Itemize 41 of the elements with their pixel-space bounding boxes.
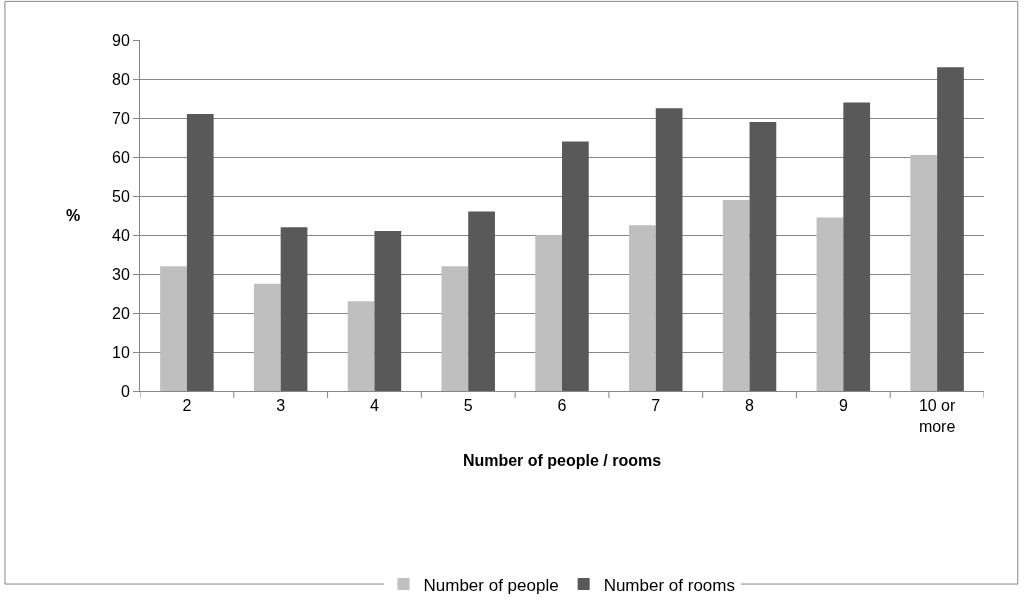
y-tick-label: 10 (112, 343, 130, 361)
bar (374, 231, 402, 391)
bar (186, 114, 214, 391)
y-tick-label: 0 (120, 382, 130, 400)
y-tick-label: 90 (112, 31, 130, 49)
y-tick-label: 60 (112, 148, 130, 166)
bar (749, 121, 777, 391)
bar (253, 283, 281, 391)
bar (722, 199, 750, 391)
x-tick-label: 6 (557, 397, 567, 415)
bar (816, 217, 844, 391)
y-tick-label: 80 (112, 70, 130, 88)
bar (655, 108, 683, 391)
y-tick-label: 30 (112, 265, 130, 283)
bar (843, 102, 871, 391)
x-tick-label: 10 or more (918, 397, 957, 435)
bar (468, 211, 495, 391)
bar (347, 301, 375, 391)
y-tick-label: 40 (112, 226, 130, 244)
x-tick-label: 9 (838, 397, 848, 415)
bar (562, 141, 589, 391)
y-tick-label: 70 (112, 109, 130, 127)
y-tick-label: 20 (112, 304, 130, 322)
bar (160, 266, 187, 391)
bar (441, 266, 469, 391)
x-tick-label: 4 (369, 397, 379, 415)
bar (910, 155, 938, 391)
x-tick-label: 2 (182, 397, 192, 415)
bar (629, 225, 656, 391)
bar (535, 235, 562, 391)
legend-label: Number of people (423, 575, 559, 595)
y-tick-label: 50 (112, 187, 130, 205)
y-axis-title: % (66, 207, 81, 224)
legend-label: Number of rooms (603, 575, 735, 595)
x-tick-label: 3 (276, 397, 286, 415)
bar (937, 67, 964, 391)
x-tick-label: 5 (463, 397, 473, 415)
x-tick-label: 8 (745, 397, 755, 415)
x-axis-title: Number of people / rooms (462, 451, 662, 469)
x-tick-label: 7 (651, 397, 661, 415)
bar (280, 227, 308, 391)
